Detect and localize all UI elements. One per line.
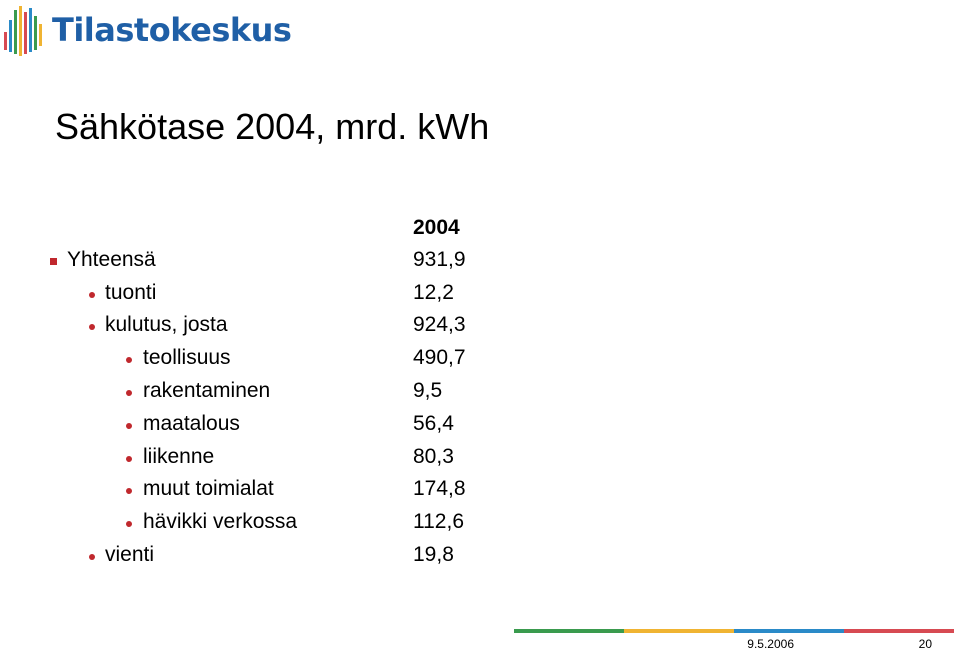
row-value: 56,4: [413, 412, 454, 435]
slide-title: Sähkötase 2004, mrd. kWh: [55, 106, 490, 147]
row-label: tuonti: [105, 281, 157, 304]
row-value: 12,2: [413, 281, 454, 304]
square-bullet-icon: [50, 258, 57, 265]
dot-bullet-icon: [126, 521, 132, 527]
footer-date: 9.5.2006: [747, 637, 794, 651]
list-item: hävikki verkossa 112,6: [0, 510, 600, 540]
list-item: teollisuus 490,7: [0, 346, 600, 376]
column-header-year: 2004: [413, 216, 460, 239]
footer-stripe-green: [514, 629, 624, 633]
row-label: teollisuus: [143, 346, 231, 369]
list-item: muut toimialat 174,8: [0, 477, 600, 507]
row-label: liikenne: [143, 445, 215, 468]
list-item: tuonti 12,2: [0, 281, 600, 311]
dot-bullet-icon: [126, 390, 132, 396]
dot-bullet-icon: [89, 554, 95, 560]
dot-bullet-icon: [89, 324, 95, 330]
row-value: 19,8: [413, 543, 454, 566]
logo: Tilastokeskus: [2, 2, 292, 58]
footer-stripe-blue: [734, 629, 844, 633]
row-label: hävikki verkossa: [143, 510, 298, 533]
row-label: vienti: [105, 543, 155, 566]
list-item: liikenne 80,3: [0, 445, 600, 475]
row-value: 931,9: [413, 248, 466, 271]
dot-bullet-icon: [126, 488, 132, 494]
row-label: kulutus, josta: [105, 313, 228, 336]
row-value: 80,3: [413, 445, 454, 468]
dot-bullet-icon: [126, 456, 132, 462]
list-item: Yhteensä 931,9: [0, 248, 600, 278]
tilastokeskus-logo-icon: [4, 6, 42, 56]
footer-stripe-yellow: [624, 629, 734, 633]
page-number: 20: [918, 637, 932, 651]
list-item: kulutus, josta 924,3: [0, 313, 600, 343]
row-label: muut toimialat: [143, 477, 274, 500]
row-value: 490,7: [413, 346, 466, 369]
row-value: 174,8: [413, 477, 466, 500]
row-label: rakentaminen: [143, 379, 271, 402]
list-item: maatalous 56,4: [0, 412, 600, 442]
row-label: maatalous: [143, 412, 240, 435]
row-value: 112,6: [413, 510, 464, 533]
dot-bullet-icon: [126, 423, 132, 429]
list-item: vienti 19,8: [0, 543, 600, 573]
footer-stripe-red: [844, 629, 954, 633]
dot-bullet-icon: [89, 292, 95, 298]
logo-text: Tilastokeskus: [52, 11, 292, 49]
row-value: 9,5: [413, 379, 443, 402]
list-item: rakentaminen 9,5: [0, 379, 600, 409]
row-value: 924,3: [413, 313, 466, 336]
dot-bullet-icon: [126, 357, 132, 363]
row-label: Yhteensä: [67, 248, 156, 271]
